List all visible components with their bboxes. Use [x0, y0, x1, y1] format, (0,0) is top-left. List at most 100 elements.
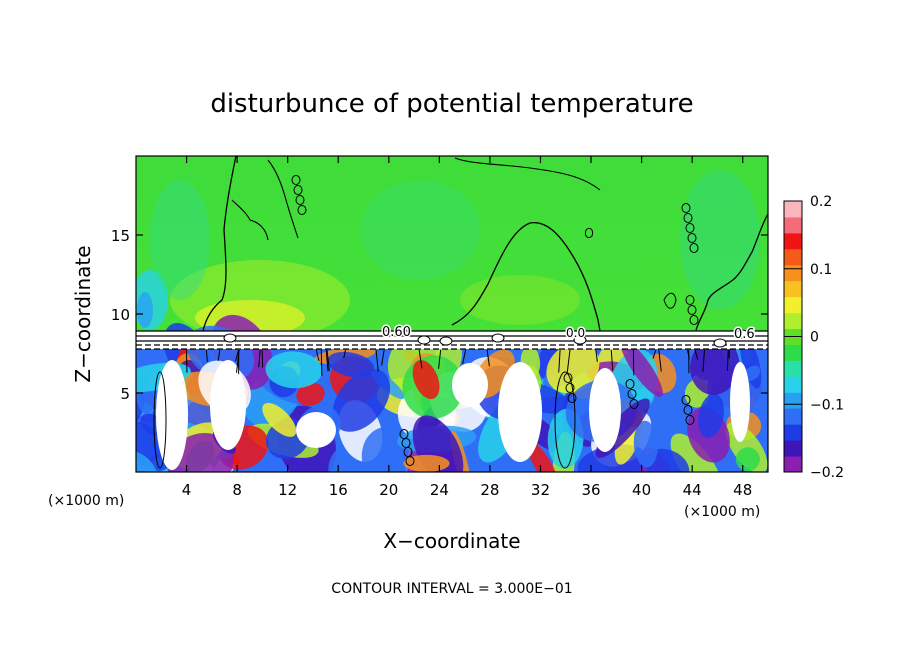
contour-loop — [689, 243, 699, 253]
turbulent-cell — [735, 447, 760, 472]
turbulent-cells — [136, 314, 768, 472]
contour-blob — [417, 335, 431, 345]
x-tick-label: 32 — [531, 481, 550, 499]
contour-loop — [295, 195, 305, 205]
colorbar-swatch — [784, 232, 802, 250]
neutral-cell — [589, 368, 621, 452]
contour-loop — [683, 213, 693, 223]
turbulent-cell — [136, 450, 158, 472]
colorbar-swatch — [784, 216, 802, 234]
contour-blob — [223, 333, 237, 343]
contour-line — [558, 349, 561, 373]
contour-line — [451, 222, 601, 332]
contour-line — [326, 349, 330, 371]
contour-loop — [401, 438, 411, 448]
contour-loop — [683, 405, 693, 415]
y-tick-label: 10 — [111, 306, 130, 324]
colorbar-tick-label: 0.2 — [810, 194, 832, 210]
colorbar-swatch — [784, 424, 802, 441]
contour-label: 0.6 — [734, 327, 755, 342]
x-tick-label: 48 — [733, 481, 752, 499]
y-tick-label: 5 — [120, 385, 130, 403]
contour-label: 0.0 — [566, 326, 585, 340]
contour-line — [320, 349, 323, 376]
x-unit-label: (×1000 m) — [48, 493, 124, 509]
colorbar-tick-label: 0 — [810, 330, 819, 346]
turbulent-cell — [265, 351, 323, 389]
cool-patch — [150, 180, 210, 300]
neutral-cell — [452, 363, 488, 407]
contour-line — [694, 349, 699, 360]
contour-loop — [291, 175, 301, 185]
plot-area — [136, 156, 768, 472]
colorbar-swatch — [784, 264, 802, 282]
contour-blobs — [185, 329, 749, 376]
colorbar-swatch — [784, 408, 802, 425]
contour-loops — [291, 175, 699, 466]
turbulent-cell — [670, 433, 723, 472]
turbulent-cell — [698, 393, 725, 438]
x-tick-label: 24 — [430, 481, 449, 499]
contour-line — [702, 349, 705, 372]
colorbar-swatch — [784, 456, 802, 473]
contour-line — [381, 349, 385, 366]
contour-line — [438, 349, 442, 369]
colorbar-tick-label: −0.1 — [810, 397, 844, 413]
contour-line — [153, 371, 167, 469]
contour-line — [585, 227, 593, 239]
colorbar-swatch — [784, 392, 802, 409]
x-unit-label: (×1000 m) — [684, 504, 760, 520]
contour-loop — [405, 456, 415, 466]
x-axis: 4 8 12 16 20 24 28 32 36 40 44 48 — [182, 156, 752, 499]
contour-line — [258, 349, 261, 368]
cool-patch — [360, 180, 480, 280]
contour-line — [217, 349, 221, 361]
contour-line — [136, 344, 768, 350]
chart-title: disturbunce of potential temperature — [210, 89, 693, 119]
contour-line — [652, 349, 657, 359]
colorbar-swatch — [784, 201, 802, 218]
warm-patch — [460, 275, 580, 325]
contour-loop — [687, 233, 697, 243]
x-tick-label: 44 — [683, 481, 702, 499]
colorbar-swatch — [784, 360, 802, 377]
contour-line — [610, 349, 614, 371]
contour-line — [658, 349, 662, 372]
turbulent-cell — [262, 402, 297, 437]
neutral-cell — [730, 362, 750, 442]
contour-line — [325, 349, 329, 372]
contour-line — [205, 349, 208, 362]
neutral-cell — [156, 360, 188, 470]
contour-interval-note: CONTOUR INTERVAL = 3.000E−01 — [331, 581, 572, 597]
contour-line — [554, 371, 576, 469]
colorbar-swatch — [784, 440, 802, 457]
x-tick-label: 12 — [278, 481, 297, 499]
colorbar-swatch — [784, 248, 802, 266]
contour-loop — [399, 429, 409, 439]
contour-line — [462, 349, 467, 365]
contour-blob — [713, 338, 727, 348]
contour-label: 0.60 — [382, 325, 411, 340]
cool-patch — [680, 170, 760, 310]
contour-loop — [681, 395, 691, 405]
cool-patch — [137, 292, 153, 328]
x-tick-label: 16 — [329, 481, 348, 499]
x-axis-label: X−coordinate — [383, 529, 520, 553]
contour-loop — [681, 203, 691, 213]
contour-line — [375, 349, 379, 372]
contour-line — [418, 349, 423, 369]
contour-line — [695, 213, 768, 331]
contour-blob — [439, 336, 453, 346]
contour-line — [231, 159, 299, 241]
contour-loop — [685, 295, 695, 305]
contour-loop — [625, 379, 635, 389]
x-tick-label: 4 — [182, 481, 192, 499]
colorbar-swatch — [784, 376, 802, 393]
y-axis: 5 10 15 — [111, 227, 768, 403]
neutral-cell — [210, 360, 246, 450]
contour-loop — [567, 393, 577, 403]
colorbar-swatch — [784, 296, 802, 314]
turbulent-cell — [526, 440, 559, 472]
colorbar-swatch — [784, 312, 802, 330]
contour-loop — [565, 383, 575, 393]
